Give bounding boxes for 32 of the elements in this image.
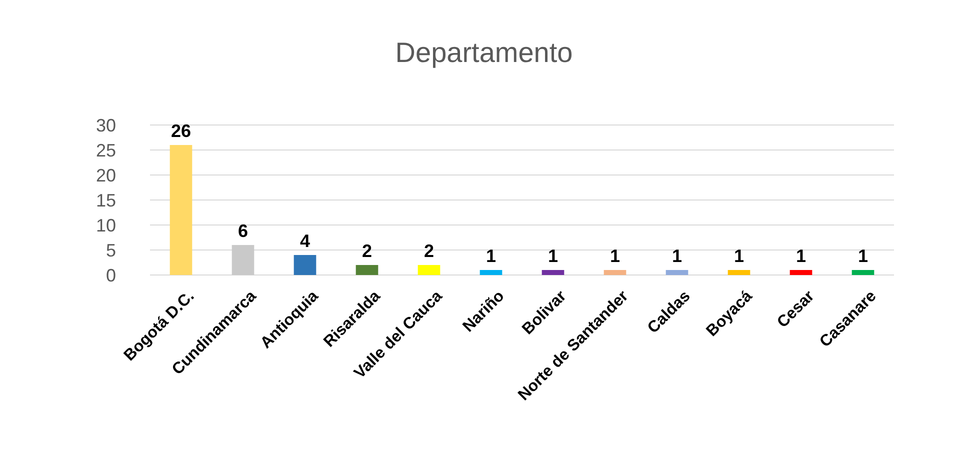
y-tick-label: 15 [96, 190, 116, 210]
bar [356, 265, 378, 275]
data-label: 2 [362, 241, 372, 261]
data-label: 1 [734, 246, 744, 266]
data-label: 1 [486, 246, 496, 266]
bar [294, 255, 316, 275]
data-label: 1 [610, 246, 620, 266]
data-label: 4 [300, 231, 310, 251]
data-label: 1 [858, 246, 868, 266]
y-tick-label: 30 [96, 115, 116, 136]
data-label: 2 [424, 241, 434, 261]
bar [604, 270, 626, 275]
y-tick-label: 25 [96, 140, 116, 160]
data-label: 1 [672, 246, 682, 266]
data-label: 1 [796, 246, 806, 266]
bar [418, 265, 440, 275]
data-label: 6 [238, 221, 248, 241]
bar [666, 270, 688, 275]
y-tick-label: 10 [96, 215, 116, 236]
data-label: 26 [170, 121, 192, 141]
bar [542, 270, 564, 275]
bar [480, 270, 502, 275]
bar [852, 270, 874, 275]
bar [232, 245, 254, 275]
bar [728, 270, 750, 275]
bar [790, 270, 812, 275]
y-tick-label: 20 [96, 165, 116, 186]
chart-title: Departamento [395, 37, 573, 68]
y-tick-label: 5 [106, 240, 116, 260]
data-label: 1 [548, 246, 558, 266]
bar [170, 145, 192, 275]
y-tick-label: 0 [106, 265, 116, 286]
